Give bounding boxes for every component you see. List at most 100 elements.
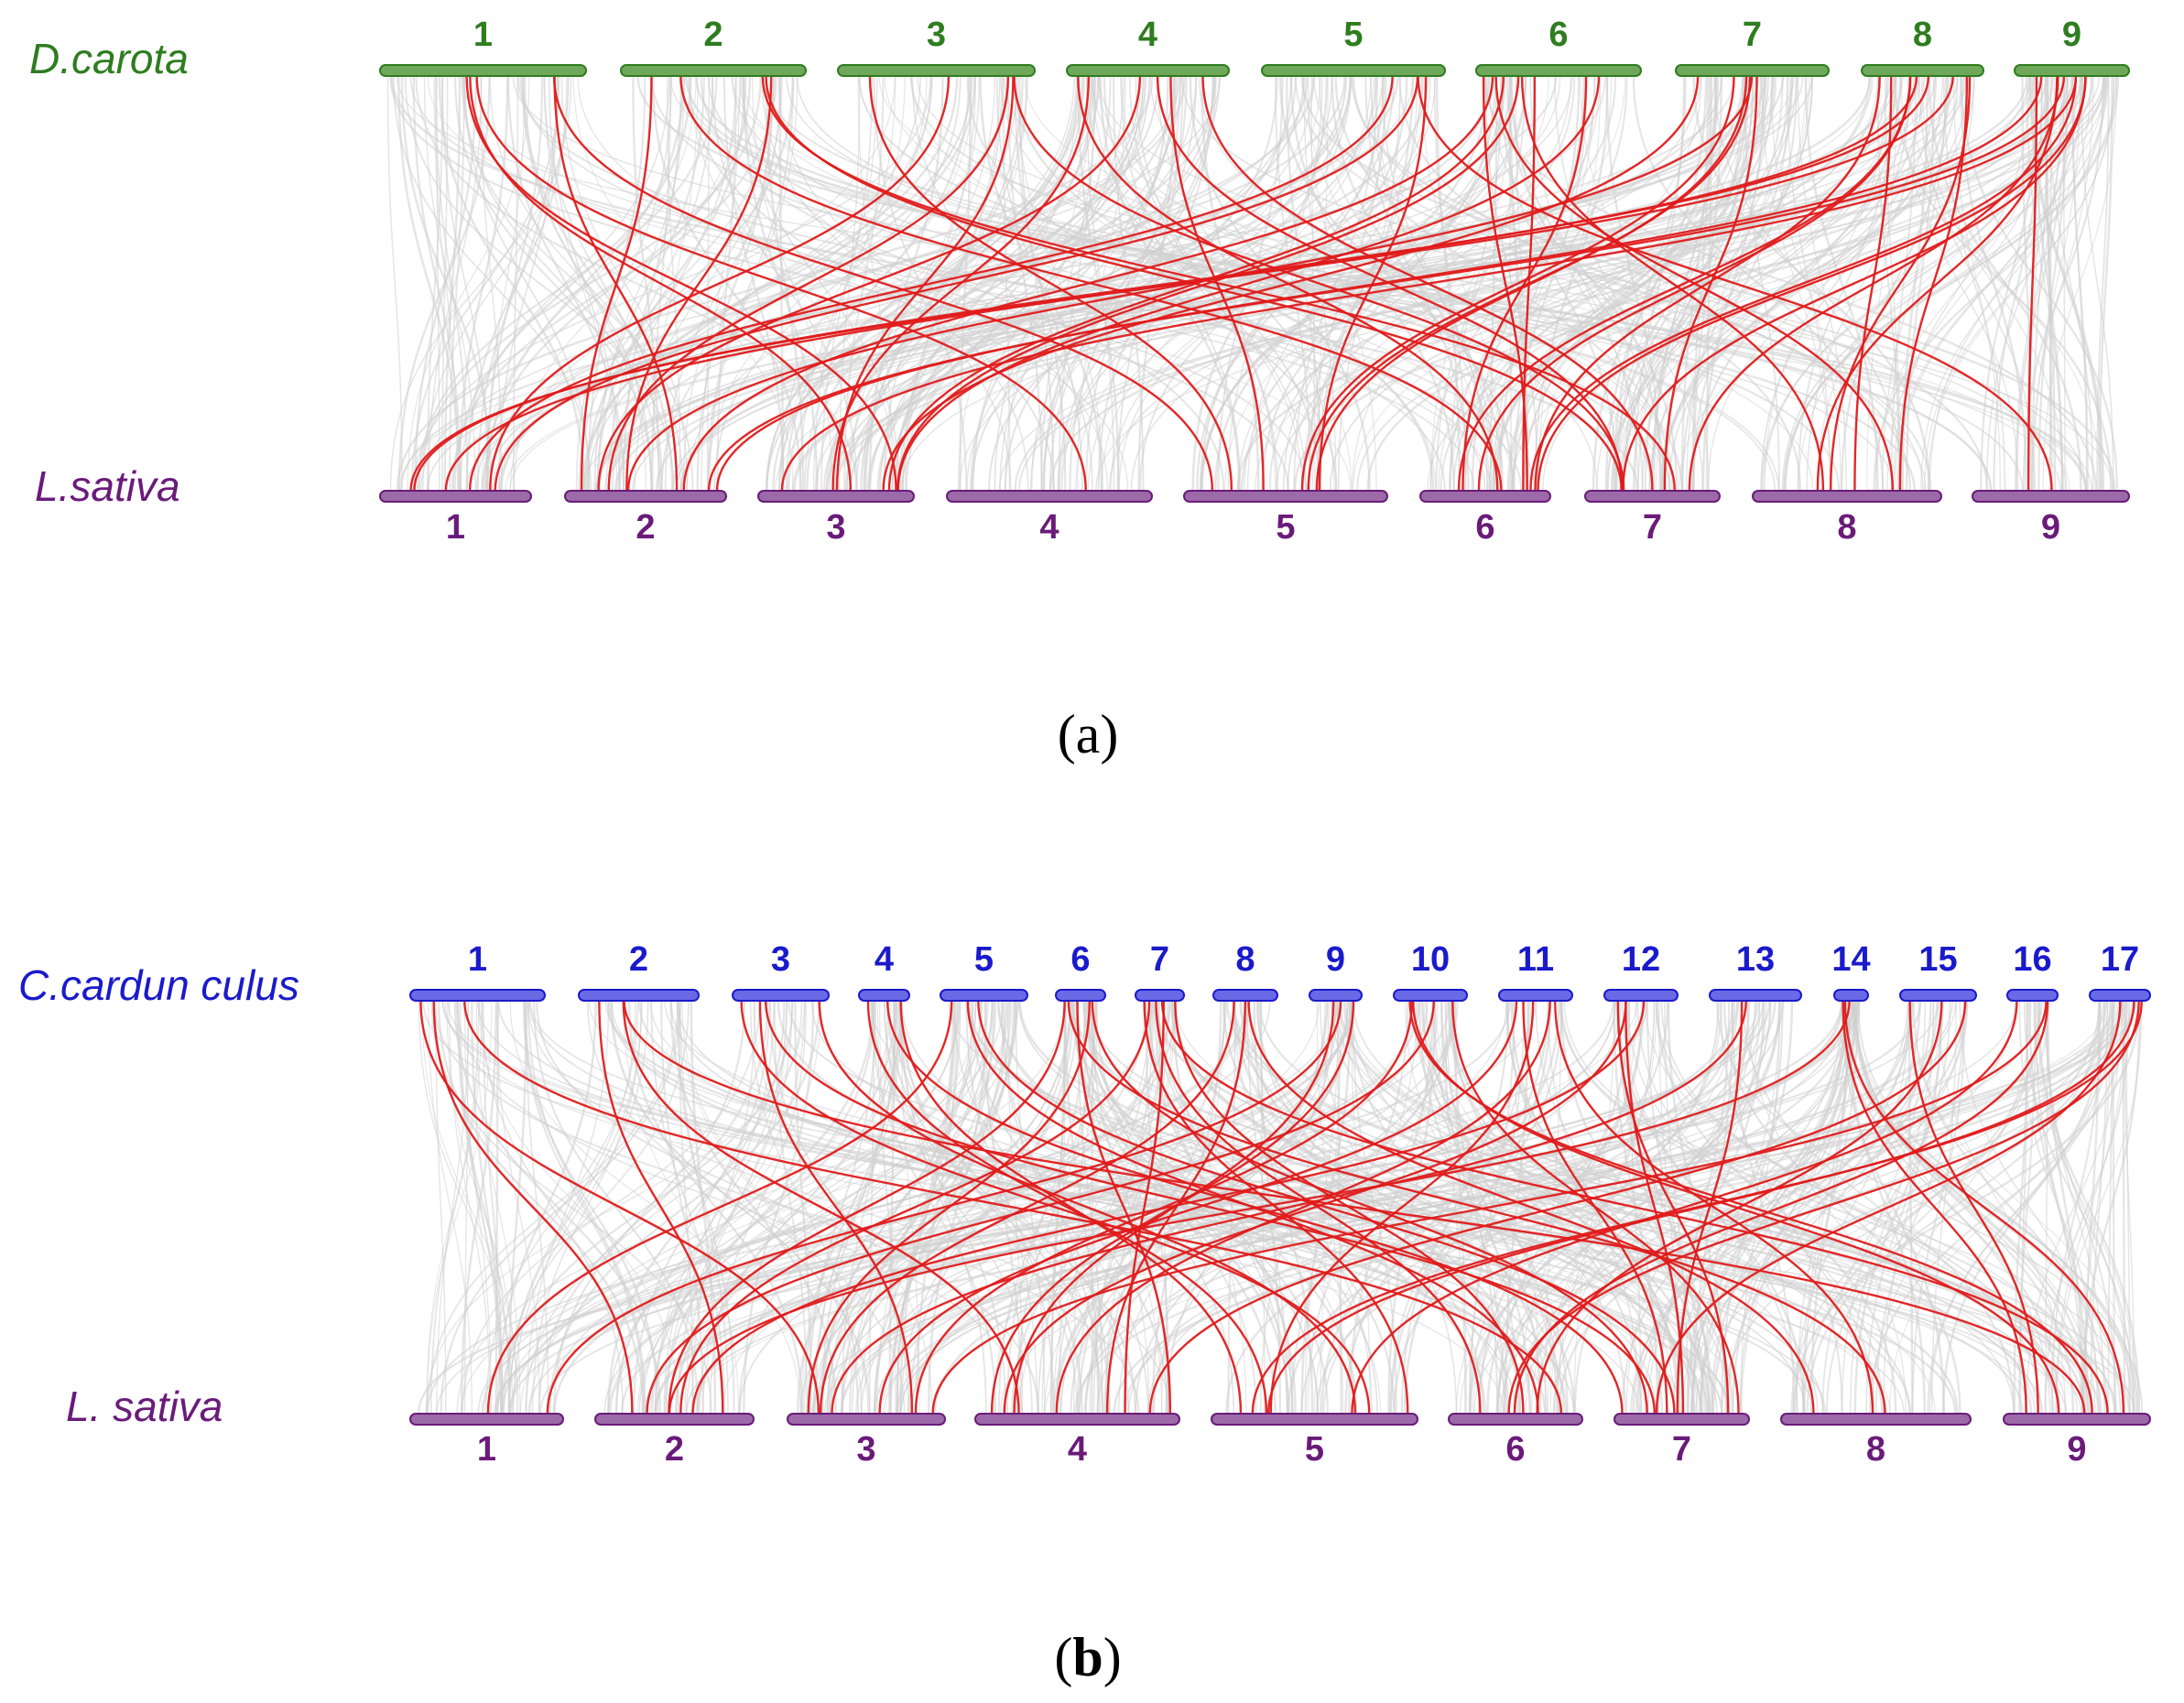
grey-synteny-link (496, 1000, 540, 1415)
grey-synteny-link (868, 1000, 875, 1415)
top-chromosome-bar (940, 989, 1028, 1002)
red-gene-pair-link (868, 75, 1233, 492)
top-chromosome-bar (1675, 64, 1830, 77)
panel-a-bottom-chromosomes: 1 2 3 4 5 6 7 8 9 (379, 490, 2130, 547)
red-gene-pair-link (1908, 1000, 2039, 1415)
top-chromosome-bar (1393, 989, 1468, 1002)
grey-synteny-link (462, 1000, 761, 1415)
red-gene-pair-link (977, 1000, 1676, 1415)
grey-synteny-link (448, 1000, 491, 1415)
grey-synteny-link (1552, 1000, 1909, 1415)
red-gene-pair-link (707, 75, 2066, 492)
grey-synteny-link (1427, 75, 2109, 492)
grey-synteny-link (608, 1000, 1320, 1415)
panel-a-top-chromosomes: 1 2 3 4 5 6 7 8 9 (379, 16, 2130, 77)
red-gene-pair-link (1537, 75, 2087, 492)
red-gene-pair-link (1076, 1000, 1172, 1415)
grey-synteny-link (1433, 75, 1467, 492)
grey-synteny-link (2125, 1000, 2131, 1415)
bottom-chromosome-number: 1 (477, 1430, 496, 1469)
bottom-chromosome-bar (594, 1413, 755, 1426)
grey-synteny-link (871, 1000, 1137, 1415)
bottom-chromosome-bar (1614, 1413, 1750, 1426)
grey-synteny-link (525, 1000, 549, 1415)
grey-synteny-link (812, 1000, 1178, 1415)
grey-synteny-link (1929, 1000, 2111, 1415)
grey-synteny-link (686, 75, 1101, 492)
red-gene-pair-link (764, 1000, 1656, 1415)
red-gene-pair-link (1676, 1000, 1744, 1415)
grey-synteny-link (593, 75, 705, 492)
red-gene-pair-link (914, 1000, 1414, 1415)
grey-synteny-link (1537, 1000, 1756, 1415)
grey-synteny-link (1018, 75, 1055, 492)
grey-synteny-link (1037, 1000, 1154, 1415)
grey-synteny-link (386, 75, 403, 492)
grey-synteny-link (828, 1000, 1171, 1415)
bottom-chromosome-number: 9 (2067, 1430, 2086, 1469)
grey-synteny-link (2037, 75, 2069, 492)
red-gene-pair-link (1408, 1000, 2093, 1415)
bottom-chromosome-bar (1584, 490, 1721, 503)
grey-synteny-link (1044, 1000, 2126, 1415)
grey-synteny-link (1308, 75, 1377, 492)
bottom-chromosome-number: 8 (1866, 1430, 1885, 1469)
red-gene-pair-link (1174, 1000, 1525, 1415)
grey-synteny-link (1425, 1000, 1626, 1415)
grey-synteny-link (463, 75, 591, 492)
bottom-chromosome-number: 3 (856, 1430, 875, 1469)
grey-synteny-link (1959, 1000, 2101, 1415)
red-gene-pair-link (432, 1000, 634, 1415)
red-gene-pair-link (2026, 75, 2038, 492)
grey-synteny-link (664, 75, 782, 492)
grey-synteny-link (799, 1000, 1350, 1415)
grey-synteny-link (1259, 1000, 1281, 1415)
red-gene-pair-link (1318, 75, 1428, 492)
red-gene-pair-link (1143, 1000, 1409, 1415)
bottom-chromosome-bar (1419, 490, 1551, 503)
grey-synteny-link (900, 75, 1904, 492)
top-chromosome-number: 2 (703, 16, 723, 54)
grey-synteny-link (666, 1000, 806, 1415)
grey-synteny-link (1868, 1000, 2129, 1415)
grey-synteny-link (633, 1000, 771, 1415)
grey-synteny-link (910, 75, 1516, 492)
grey-synteny-link (1816, 75, 1975, 492)
grey-synteny-link (597, 75, 686, 492)
red-gene-pair-link (1843, 1000, 2125, 1415)
grey-synteny-link (806, 1000, 1170, 1415)
grey-synteny-link (1076, 75, 1126, 492)
grey-synteny-link (1658, 1000, 1680, 1415)
red-gene-pair-link (622, 1000, 1020, 1415)
grey-synteny-link (1900, 75, 2019, 492)
top-chromosome-number: 15 (1918, 940, 1957, 979)
red-gene-pair-link (896, 75, 1520, 492)
grey-synteny-link (627, 1000, 804, 1415)
grey-synteny-link (1537, 75, 1602, 492)
grey-synteny-link (1803, 1000, 2041, 1415)
red-gene-pair-link (807, 1000, 1092, 1415)
grey-synteny-link (1844, 1000, 2139, 1415)
grey-synteny-link (523, 1000, 659, 1415)
bottom-chromosome-number: 4 (1039, 508, 1059, 547)
top-chromosome-number: 17 (2101, 940, 2139, 979)
top-chromosome-bar (858, 989, 910, 1002)
grey-synteny-link (637, 1000, 1730, 1415)
grey-synteny-link (694, 75, 1993, 492)
red-gene-pair-link (1307, 75, 1752, 492)
grey-synteny-link (532, 1000, 643, 1415)
red-gene-pair-link (1457, 75, 1912, 492)
bottom-chromosome-number: 3 (826, 508, 845, 547)
grey-synteny-link (2022, 75, 2104, 492)
grey-synteny-link (1353, 1000, 2086, 1415)
grey-synteny-link (476, 1000, 1827, 1415)
red-gene-pair-link (1055, 1000, 1551, 1415)
grey-synteny-link (1353, 75, 1879, 492)
grey-synteny-link (898, 1000, 1007, 1415)
grey-synteny-link (797, 1000, 994, 1415)
grey-synteny-link (457, 1000, 511, 1415)
panel-b-label: (b) (1054, 1627, 1121, 1687)
grey-synteny-link (2018, 1000, 2037, 1415)
grey-synteny-link (1804, 75, 1879, 492)
